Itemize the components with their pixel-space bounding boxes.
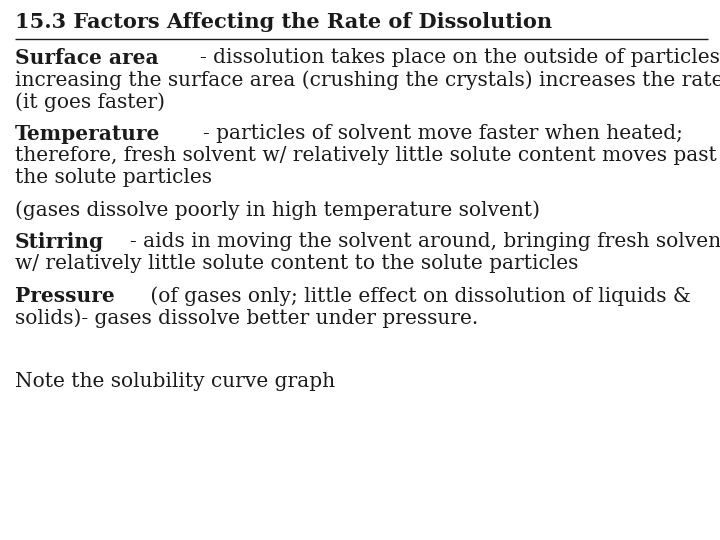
Text: therefore, fresh solvent w/ relatively little solute content moves past: therefore, fresh solvent w/ relatively l…: [15, 146, 716, 165]
Text: increasing the surface area (crushing the crystals) increases the rate: increasing the surface area (crushing th…: [15, 70, 720, 90]
Text: - dissolution takes place on the outside of particles;: - dissolution takes place on the outside…: [200, 48, 720, 67]
Text: (gases dissolve poorly in high temperature solvent): (gases dissolve poorly in high temperatu…: [15, 200, 540, 220]
Text: (it goes faster): (it goes faster): [15, 92, 165, 112]
Text: w/ relatively little solute content to the solute particles: w/ relatively little solute content to t…: [15, 254, 578, 273]
Text: the solute particles: the solute particles: [15, 168, 212, 187]
Text: - aids in moving the solvent around, bringing fresh solvent: - aids in moving the solvent around, bri…: [130, 232, 720, 251]
Text: (of gases only; little effect on dissolution of liquids &: (of gases only; little effect on dissolu…: [144, 286, 690, 306]
Text: - particles of solvent move faster when heated;: - particles of solvent move faster when …: [202, 124, 683, 143]
Text: Surface area: Surface area: [15, 48, 158, 68]
Text: Stirring: Stirring: [15, 232, 104, 252]
Text: Note the solubility curve graph: Note the solubility curve graph: [15, 372, 335, 391]
Text: solids)- gases dissolve better under pressure.: solids)- gases dissolve better under pre…: [15, 308, 478, 328]
Text: Temperature: Temperature: [15, 124, 161, 144]
Text: Pressure: Pressure: [15, 286, 114, 306]
Text: 15.3 Factors Affecting the Rate of Dissolution: 15.3 Factors Affecting the Rate of Disso…: [15, 12, 552, 32]
